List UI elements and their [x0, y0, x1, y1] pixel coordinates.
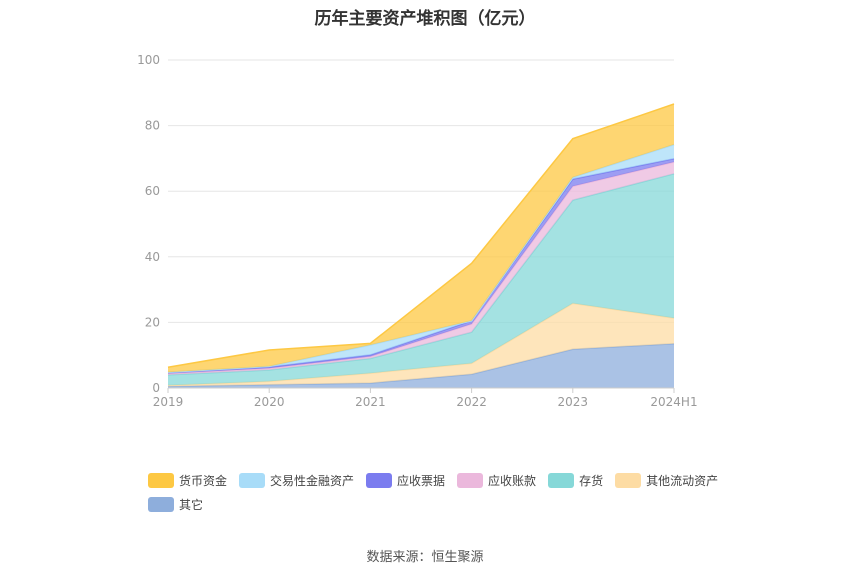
- legend-item[interactable]: 应收票据: [366, 472, 445, 488]
- legend-item[interactable]: 应收账款: [457, 472, 536, 488]
- area-series-货币资金: [168, 104, 674, 373]
- legend-swatch: [148, 496, 174, 512]
- x-tick-label: 2023: [558, 395, 589, 409]
- x-tick-label: 2022: [456, 395, 487, 409]
- area-series: [167, 103, 675, 388]
- legend-label: 应收票据: [397, 473, 446, 488]
- legend-item[interactable]: 交易性金融资产: [239, 472, 354, 488]
- x-tick-label: 2020: [254, 395, 285, 409]
- x-tick-label: 2021: [355, 395, 386, 409]
- legend-swatch: [615, 472, 642, 488]
- y-tick-label: 80: [145, 119, 160, 133]
- y-tick-label: 60: [145, 184, 160, 198]
- legend-item[interactable]: 存货: [548, 472, 603, 488]
- y-tick-label: 20: [145, 315, 160, 329]
- y-tick-label: 40: [145, 250, 160, 264]
- area-series-交易性金融资产: [168, 144, 674, 373]
- x-tick-label: 2019: [153, 395, 184, 409]
- legend-label: 其它: [179, 497, 204, 512]
- legend-swatch: [148, 472, 174, 488]
- legend-label: 应收账款: [488, 473, 537, 488]
- x-tick-label: 2024H1: [650, 395, 697, 409]
- legend-label: 交易性金融资产: [270, 473, 355, 488]
- legend-swatch: [457, 472, 484, 488]
- area-line-货币资金: [167, 103, 675, 369]
- area-series-应收账款: [168, 162, 674, 375]
- legend-swatch: [239, 472, 266, 488]
- legend-item[interactable]: 其他流动资产: [615, 472, 718, 488]
- legend-swatch: [548, 472, 575, 488]
- chart-title: 历年主要资产堆积图（亿元）: [314, 9, 536, 29]
- axes: 0 20 40 60 80 100 2019 2020 2021 2022 2023 2024H1: [137, 53, 698, 409]
- legend-label: 货币资金: [179, 473, 228, 488]
- y-tick-label: 100: [137, 53, 160, 67]
- legend-label: 存货: [579, 473, 604, 488]
- y-tick-label: 0: [152, 381, 160, 395]
- legend-item[interactable]: 货币资金: [148, 472, 227, 488]
- area-series-存货: [168, 173, 674, 386]
- source-note: 数据来源：恒生聚源: [366, 550, 484, 565]
- legend-swatch: [366, 472, 393, 488]
- legend-item[interactable]: 其它: [148, 496, 203, 512]
- area-series-其他流动资产: [168, 303, 674, 387]
- area-series-其它: [168, 343, 674, 388]
- legend: 货币资金 交易性金融资产 应收票据 应收账款 存货 其他流动资产其它: [148, 472, 748, 512]
- legend-label: 其他流动资产: [646, 473, 719, 488]
